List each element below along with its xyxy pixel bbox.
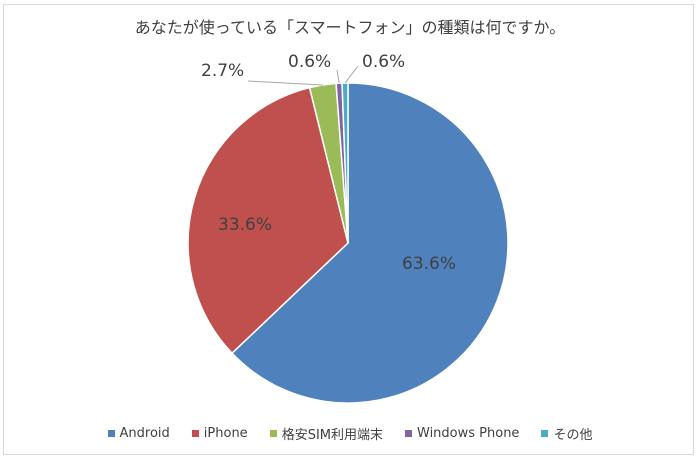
data-label-windows-phone: 0.6% [288,52,332,72]
leader-line-mvno [247,80,323,86]
data-label-iphone: 33.6% [218,215,273,235]
legend-label: その他 [553,428,593,443]
legend-swatch [405,430,412,437]
leader-lines [247,65,359,86]
slice-android [230,82,509,404]
data-label-other: 0.6% [362,52,406,72]
data-label-android: 63.6% [402,254,457,274]
legend-item-iphone: iPhone [191,424,248,443]
legend-swatch [541,430,549,437]
legend-swatch [107,430,115,437]
leader-line-windows-phone [336,69,340,84]
legend-item-mvno: 格安SIM利用端末 [269,424,383,443]
legend-item-android: Android [107,424,170,443]
chart-legend: Android iPhone 格安SIM利用端末 Windows Phone そ… [0,424,700,443]
legend-item-other: その他 [541,424,592,443]
slice-other [341,82,349,244]
leader-line-other [344,65,359,84]
legend-item-windows-phone: Windows Phone [405,424,519,443]
legend-label: 格安SIM利用端末 [281,428,383,443]
legend-label: Windows Phone [417,426,520,441]
legend-label: iPhone [203,426,248,441]
slice-iphone [187,86,349,355]
pie-slices [187,82,509,404]
chart-title: あなたが使っている「スマートフォン」の種類は何ですか。 [134,18,566,37]
legend-swatch [191,430,199,437]
legend-swatch [269,430,277,437]
legend-label: Android [119,426,170,441]
data-label-mvno: 2.7% [201,61,245,81]
